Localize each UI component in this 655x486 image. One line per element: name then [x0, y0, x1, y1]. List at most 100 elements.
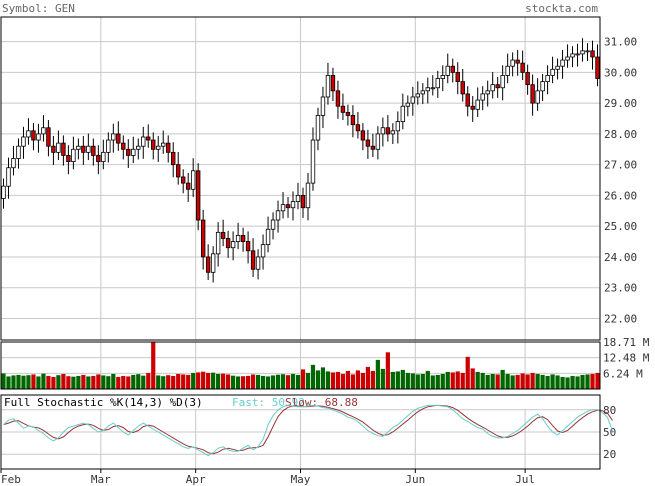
candle-up: [555, 65, 560, 70]
price-panel: 31.00 30.00 29.00 28.00 27.00 26.00 25.00 24.00…: [0, 16, 637, 341]
candle-up: [141, 136, 146, 147]
volume-bar: [480, 372, 485, 389]
volume-bar: [41, 373, 46, 389]
volume-bar: [141, 375, 146, 389]
x-axis-month-label: Jul: [515, 473, 535, 486]
candle-down: [250, 250, 256, 270]
candle-down: [185, 182, 191, 190]
volume-bar: [325, 371, 331, 389]
volume-bar: [116, 376, 121, 389]
volume-bar: [435, 374, 440, 389]
candle-up: [315, 115, 321, 141]
volume-bar: [375, 359, 380, 389]
volume-bar: [360, 372, 365, 389]
candle-down: [240, 235, 246, 242]
volume-bar: [390, 371, 395, 389]
candle-up: [235, 235, 241, 242]
candle-down: [385, 127, 391, 135]
stochastic-slow-label: Slow: 68.88: [285, 396, 358, 409]
candle-up: [76, 145, 81, 150]
candle-up: [295, 195, 301, 202]
volume-bar: [540, 374, 545, 389]
candle-up: [270, 219, 276, 230]
volume-bar: [300, 369, 306, 389]
volume-bar: [295, 374, 301, 389]
volume-bar: [36, 376, 41, 389]
volume-bar: [515, 374, 520, 389]
brand-label[interactable]: stockta.com: [525, 2, 598, 15]
price-tick-label: 25.00: [604, 220, 637, 233]
candle-up: [445, 65, 450, 76]
candle-down: [205, 256, 211, 273]
candle-down: [300, 195, 306, 209]
volume-bar: [350, 374, 356, 389]
candle-up: [71, 148, 76, 162]
volume-bar: [161, 376, 166, 389]
volume-bar: [96, 374, 101, 389]
volume-bar: [380, 368, 385, 389]
candle-up: [101, 151, 106, 162]
volume-bar: [201, 371, 206, 389]
candle-up: [265, 228, 271, 246]
candle-down: [465, 93, 470, 107]
x-axis-month-label: Jun: [405, 473, 425, 486]
candle-up: [500, 75, 505, 89]
candle-up: [26, 130, 31, 138]
candle-up: [106, 139, 111, 153]
candle-up: [475, 99, 480, 110]
stochastic-tick-label: 80: [603, 404, 616, 417]
candle-up: [535, 90, 540, 104]
candle-down: [515, 59, 520, 64]
volume-bar: [61, 373, 66, 389]
volume-bar: [51, 376, 56, 389]
candle-up: [6, 167, 11, 187]
volume-bar: [186, 374, 191, 389]
candle-up: [280, 204, 286, 212]
volume-bar: [275, 374, 281, 389]
candle-up: [440, 75, 445, 79]
volume-bar: [206, 372, 211, 389]
candle-down: [180, 176, 186, 184]
candle-down: [340, 105, 346, 113]
price-tick-label: 28.00: [604, 128, 637, 141]
candle-up: [540, 81, 545, 92]
candle-up: [545, 75, 550, 82]
volume-bar: [335, 371, 341, 389]
price-tick-label: 23.00: [604, 282, 637, 295]
candle-down: [360, 130, 366, 141]
volume-bar: [450, 372, 455, 389]
candle-down: [595, 56, 600, 79]
candle-down: [355, 124, 361, 132]
candle-down: [116, 133, 121, 144]
x-axis-month-label: Apr: [186, 473, 206, 486]
candle-up: [505, 65, 510, 76]
volume-bar: [146, 372, 151, 389]
volume-panel: 18.71 M 12.48 M 6.24 M: [0, 336, 650, 390]
volume-bar: [355, 370, 361, 389]
volume-bar: [550, 374, 555, 389]
candle-down: [370, 145, 376, 150]
price-tick-label: 27.00: [604, 159, 637, 172]
candle-up: [480, 93, 485, 101]
candle-up: [380, 127, 386, 135]
candle-down: [450, 65, 455, 73]
candle-up: [320, 96, 326, 116]
volume-bar: [136, 374, 141, 389]
volume-bar: [101, 375, 106, 389]
candle-up: [510, 59, 515, 67]
candle-down: [51, 145, 56, 153]
candle-down: [495, 84, 500, 89]
candle-up: [550, 68, 555, 76]
volume-bar: [345, 370, 351, 389]
volume-bar: [245, 375, 251, 389]
volume-bar: [585, 374, 590, 389]
candle-down: [220, 231, 226, 239]
candle-down: [121, 142, 126, 150]
volume-bar: [31, 374, 36, 389]
volume-bar: [520, 373, 525, 389]
volume-bar: [570, 375, 575, 389]
volume-bar: [285, 375, 291, 389]
candle-down: [176, 164, 181, 178]
x-axis-month-label: Feb: [1, 473, 21, 486]
stochastic-tick-label: 20: [603, 448, 616, 461]
